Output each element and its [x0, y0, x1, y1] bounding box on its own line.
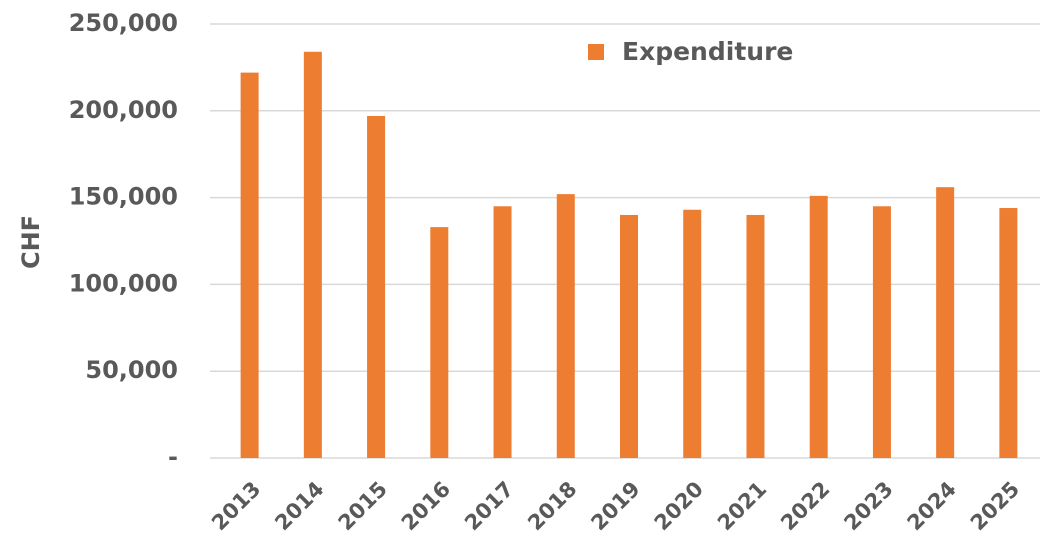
y-tick-label: 100,000 — [69, 269, 178, 297]
y-tick-label: 200,000 — [69, 96, 178, 124]
x-tick-label: 2021 — [713, 477, 771, 535]
y-tick-label: 250,000 — [69, 9, 178, 37]
legend-swatch — [588, 44, 604, 60]
bar — [809, 195, 828, 458]
x-tick-label: 2016 — [397, 477, 455, 535]
bar — [999, 208, 1018, 458]
x-tick-label: 2017 — [460, 477, 518, 535]
x-tick-label: 2015 — [334, 477, 392, 535]
bar — [303, 51, 322, 458]
x-tick-label: 2014 — [270, 477, 328, 535]
x-tick-label: 2019 — [586, 477, 644, 535]
x-tick-label: 2024 — [903, 477, 961, 535]
x-tick-label: 2022 — [776, 477, 834, 535]
x-tick-label: 2013 — [207, 477, 265, 535]
bar — [240, 72, 259, 458]
x-tick-label: 2018 — [523, 477, 581, 535]
bar — [493, 206, 512, 458]
x-tick-label: 2025 — [966, 477, 1024, 535]
y-tick-label: - — [168, 443, 178, 471]
x-tick-label: 2020 — [650, 477, 708, 535]
bar — [746, 214, 765, 458]
x-tick-label: 2023 — [839, 477, 897, 535]
bar — [430, 227, 449, 458]
y-tick-label: 50,000 — [85, 356, 178, 384]
y-axis-label: CHF — [17, 215, 45, 269]
bar — [936, 187, 955, 458]
bar — [683, 209, 702, 458]
y-tick-label: 150,000 — [69, 183, 178, 211]
legend-label: Expenditure — [622, 37, 793, 66]
bar — [872, 206, 891, 458]
bar — [367, 116, 386, 459]
bar — [620, 214, 638, 458]
bar — [556, 194, 575, 459]
